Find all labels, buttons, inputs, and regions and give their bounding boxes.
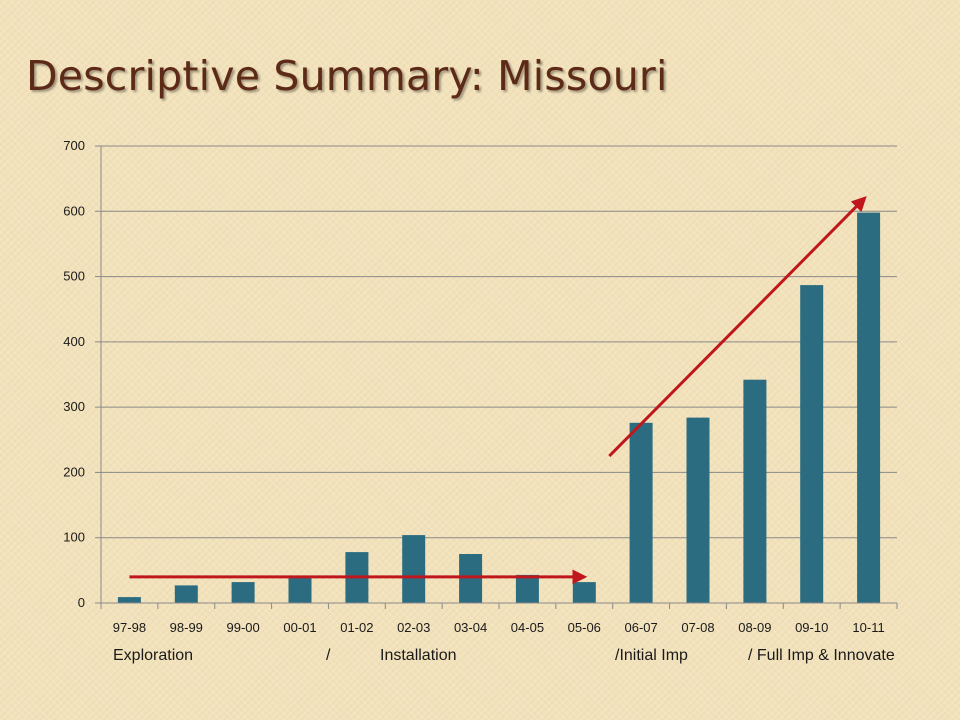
- x-tick-label: 02-03: [397, 620, 430, 635]
- bar: [515, 574, 539, 603]
- phase-label-exploration: Exploration: [113, 647, 194, 664]
- x-tick-label: 00-01: [283, 620, 316, 635]
- x-tick-label: 04-05: [511, 620, 544, 635]
- bar: [743, 379, 767, 603]
- bar: [231, 582, 255, 603]
- y-tick-label: 600: [63, 203, 85, 218]
- bar: [572, 582, 596, 603]
- slide-title: Descriptive Summary: Missouri: [26, 52, 668, 100]
- phase-label-separator: /: [326, 647, 331, 664]
- y-tick-label: 400: [63, 334, 85, 349]
- x-tick-label: 06-07: [625, 620, 658, 635]
- bar-series: [117, 212, 881, 603]
- x-tick-label: 10-11: [852, 620, 884, 635]
- y-tick-label: 700: [63, 138, 85, 153]
- bar: [800, 285, 824, 603]
- x-tick-label: 97-98: [113, 620, 146, 635]
- x-tick-label: 01-02: [340, 620, 373, 635]
- x-tick-labels: 97-98 98-99 99-00 00-01 01-02 02-03 03-04 04-05…: [113, 620, 885, 635]
- phase-label-full-implementation: / Full Imp & Innovate: [748, 647, 895, 664]
- y-tick-label: 200: [63, 464, 85, 479]
- rising-trend-arrow: [608, 196, 867, 458]
- x-tick-label: 07-08: [681, 620, 714, 635]
- bar: [857, 212, 881, 603]
- y-tick-labels: 0 100 200 300 400 500 600 700: [63, 138, 85, 610]
- y-tick-label: 0: [78, 595, 85, 610]
- x-tick-label: 08-09: [738, 620, 771, 635]
- y-tick-label: 300: [63, 399, 85, 414]
- bar: [117, 597, 141, 603]
- bar: [174, 585, 198, 603]
- bar: [459, 554, 483, 603]
- phase-label-initial-implementation: /Initial Imp: [615, 647, 688, 664]
- x-tick-label: 05-06: [568, 620, 601, 635]
- y-tick-label: 500: [63, 269, 85, 284]
- axes: [95, 145, 898, 609]
- x-tick-label: 99-00: [227, 620, 260, 635]
- bar: [402, 535, 426, 603]
- bar: [629, 422, 653, 603]
- gridlines: [101, 145, 897, 539]
- phase-label-installation: Installation: [380, 647, 457, 664]
- trend-arrows: [129, 196, 867, 585]
- x-tick-label: 09-10: [795, 620, 828, 635]
- x-tick-label: 98-99: [170, 620, 203, 635]
- x-tick-label: 03-04: [454, 620, 487, 635]
- y-tick-label: 100: [63, 530, 85, 545]
- bar: [288, 576, 312, 603]
- bar: [686, 417, 710, 603]
